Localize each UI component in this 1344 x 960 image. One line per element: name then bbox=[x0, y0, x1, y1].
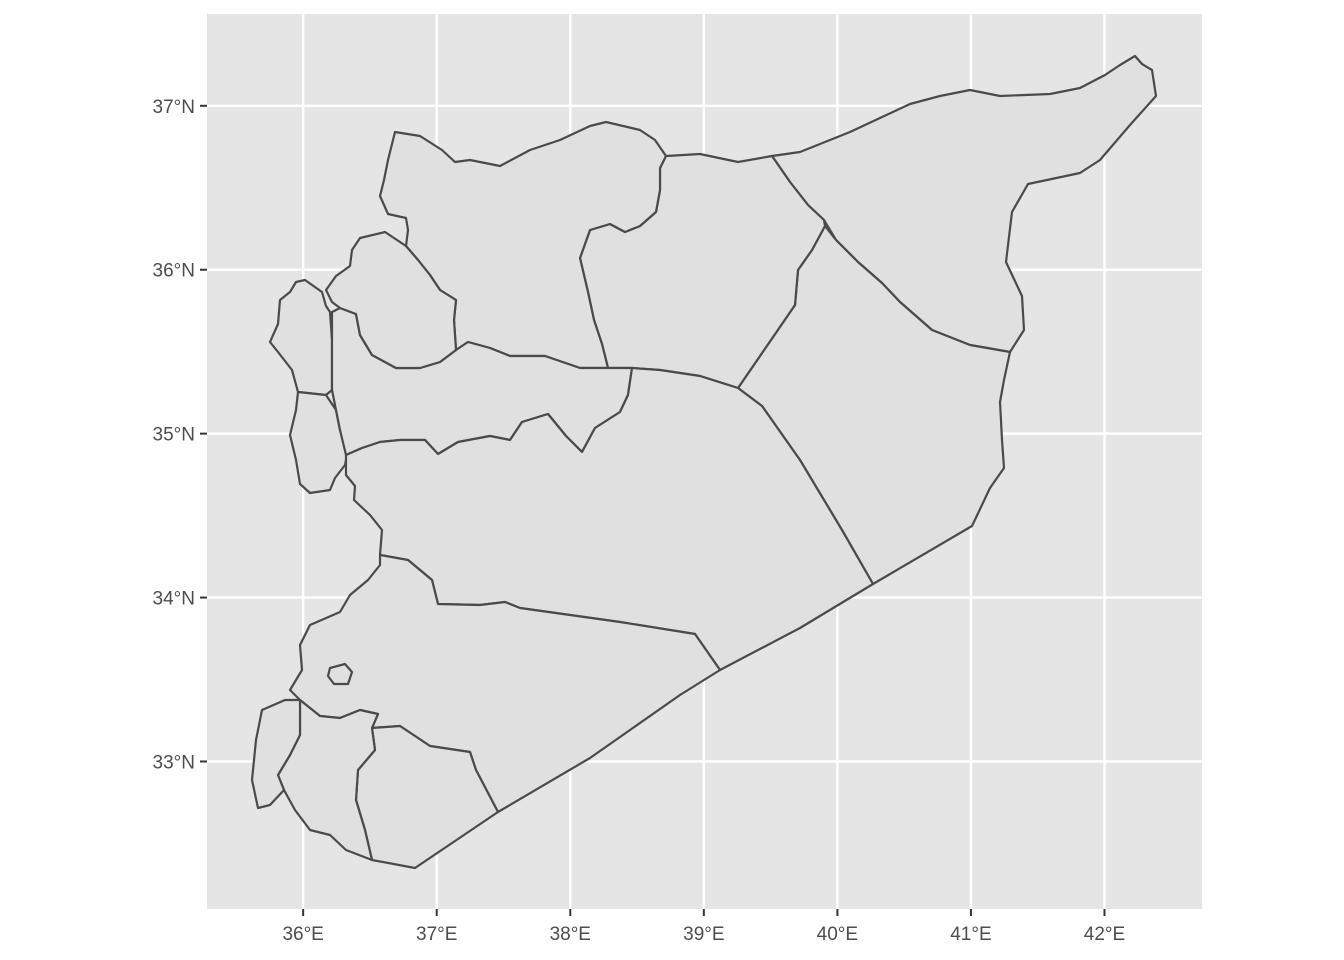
region-southwest-west bbox=[250, 698, 302, 810]
y-tick-label: 33°N bbox=[153, 752, 195, 773]
x-tick-label: 37°E bbox=[416, 924, 457, 945]
x-tick-label: 39°E bbox=[683, 924, 724, 945]
y-tick-label: 35°N bbox=[153, 425, 195, 446]
y-tick-label: 37°N bbox=[153, 97, 195, 118]
x-tick-label: 36°E bbox=[282, 924, 323, 945]
region-enclave bbox=[326, 662, 354, 686]
x-axis: 36°E 37°E 38°E 39°E 40°E 41°E 42°E bbox=[282, 909, 1125, 945]
region-northwest-inner bbox=[324, 230, 458, 370]
x-tick-label: 41°E bbox=[950, 924, 991, 945]
region-boundaries bbox=[250, 54, 1158, 870]
y-tick-label: 34°N bbox=[153, 589, 195, 610]
x-tick-label: 42°E bbox=[1084, 924, 1125, 945]
y-tick-label: 36°N bbox=[153, 261, 195, 282]
x-tick-label: 40°E bbox=[817, 924, 858, 945]
x-tick-label: 38°E bbox=[550, 924, 591, 945]
y-axis: 33°N 34°N 35°N 36°N 37°N bbox=[153, 97, 207, 773]
